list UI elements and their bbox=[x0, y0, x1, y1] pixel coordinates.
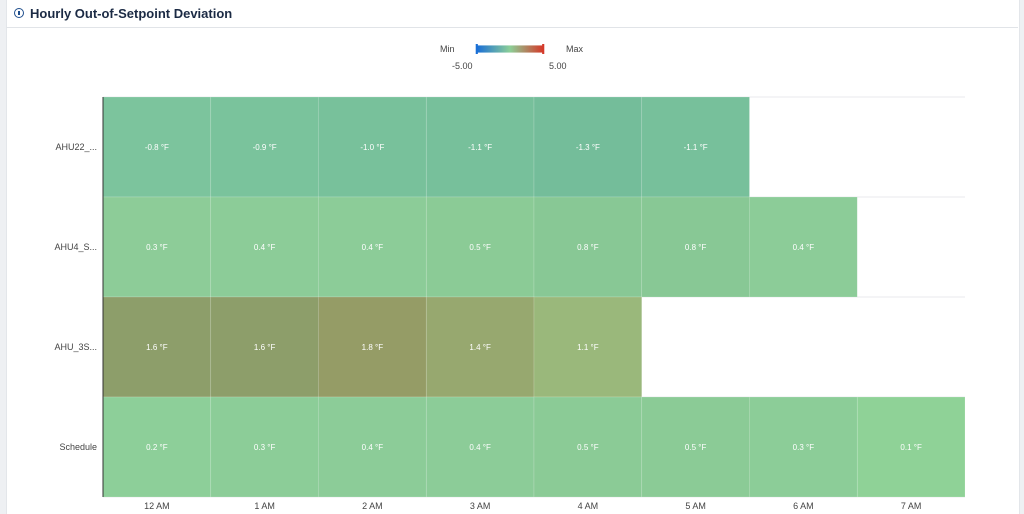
heatmap-cell[interactable] bbox=[210, 96, 319, 198]
cell-value-label: -1.1 °F bbox=[468, 143, 492, 152]
y-tick-label: Schedule bbox=[59, 442, 97, 452]
heatmap-cell[interactable] bbox=[533, 396, 643, 498]
heatmap-cell[interactable] bbox=[641, 96, 750, 198]
heatmap-cell[interactable] bbox=[425, 296, 535, 398]
heatmap-cell[interactable] bbox=[533, 96, 643, 198]
x-tick-label: 3 AM bbox=[470, 501, 491, 511]
y-tick-label: AHU_3S... bbox=[54, 342, 97, 352]
cell-value-label: -0.9 °F bbox=[253, 143, 277, 152]
heatmap-cell[interactable] bbox=[856, 396, 966, 498]
cell-value-label: 0.4 °F bbox=[254, 243, 276, 252]
x-tick-label: 7 AM bbox=[901, 501, 922, 511]
legend-max-value: 5.00 bbox=[549, 61, 567, 71]
cell-value-label: 0.5 °F bbox=[685, 443, 707, 452]
cell-value-label: 0.8 °F bbox=[685, 243, 707, 252]
cell-value-label: 0.3 °F bbox=[254, 443, 276, 452]
heatmap-cell[interactable] bbox=[425, 196, 535, 298]
legend-max-label: Max bbox=[566, 44, 584, 54]
legend-min-handle[interactable] bbox=[475, 44, 478, 54]
heatmap-cell[interactable] bbox=[425, 396, 535, 498]
cell-value-label: -1.0 °F bbox=[360, 143, 384, 152]
cell-value-label: 1.8 °F bbox=[362, 343, 384, 352]
heatmap-cell[interactable] bbox=[318, 96, 427, 198]
heatmap-cell[interactable] bbox=[749, 396, 858, 498]
cell-value-label: 0.2 °F bbox=[146, 443, 168, 452]
heatmap-cell[interactable] bbox=[210, 296, 319, 398]
cell-value-label: 1.4 °F bbox=[469, 343, 491, 352]
heatmap-cell[interactable] bbox=[102, 96, 212, 198]
y-tick-label: AHU22_... bbox=[55, 142, 97, 152]
heatmap-cell[interactable] bbox=[318, 296, 427, 398]
cell-value-label: -1.1 °F bbox=[684, 143, 708, 152]
cell-value-label: 1.6 °F bbox=[254, 343, 276, 352]
heatmap-cell[interactable] bbox=[210, 196, 319, 298]
cell-value-label: 1.1 °F bbox=[577, 343, 599, 352]
heatmap-cell[interactable] bbox=[533, 196, 643, 298]
heatmap-cell[interactable] bbox=[425, 96, 535, 198]
cell-value-label: 0.5 °F bbox=[469, 243, 491, 252]
legend-max-handle[interactable] bbox=[542, 44, 545, 54]
widget-header: Hourly Out-of-Setpoint Deviation bbox=[14, 4, 232, 22]
cell-value-label: 0.3 °F bbox=[146, 243, 168, 252]
legend-min-value: -5.00 bbox=[452, 61, 473, 71]
widget-title: Hourly Out-of-Setpoint Deviation bbox=[30, 5, 233, 21]
legend-min-label: Min bbox=[440, 44, 455, 54]
cell-value-label: 0.4 °F bbox=[793, 243, 815, 252]
cell-value-label: 0.4 °F bbox=[362, 243, 384, 252]
heatmap-cell[interactable] bbox=[749, 196, 858, 298]
x-tick-label: 2 AM bbox=[362, 501, 383, 511]
heatmap-cell[interactable] bbox=[641, 396, 750, 498]
info-icon[interactable] bbox=[14, 8, 24, 18]
cell-value-label: 0.3 °F bbox=[793, 443, 815, 452]
heatmap-cell[interactable] bbox=[318, 196, 427, 298]
color-legend: Min Max -5.00 5.00 bbox=[440, 42, 590, 72]
legend-gradient bbox=[477, 45, 543, 53]
legend-gradient-bar[interactable] bbox=[462, 44, 558, 54]
header-divider bbox=[6, 27, 1018, 28]
heatmap-cell[interactable] bbox=[318, 396, 427, 498]
x-tick-label: 6 AM bbox=[793, 501, 814, 511]
x-tick-label: 4 AM bbox=[578, 501, 599, 511]
cell-value-label: 0.8 °F bbox=[577, 243, 599, 252]
x-tick-label: 1 AM bbox=[254, 501, 275, 511]
cell-value-label: 0.4 °F bbox=[469, 443, 491, 452]
heatmap-cell[interactable] bbox=[102, 396, 212, 498]
y-tick-label: AHU4_S... bbox=[54, 242, 97, 252]
cell-value-label: 0.4 °F bbox=[362, 443, 384, 452]
x-tick-label: 12 AM bbox=[144, 501, 170, 511]
cell-value-label: 1.6 °F bbox=[146, 343, 168, 352]
cell-value-label: 0.5 °F bbox=[577, 443, 599, 452]
cell-value-label: -0.8 °F bbox=[145, 143, 169, 152]
heatmap-cell[interactable] bbox=[641, 196, 750, 298]
x-tick-label: 5 AM bbox=[685, 501, 706, 511]
heatmap-cell[interactable] bbox=[533, 296, 643, 398]
cell-value-label: 0.1 °F bbox=[900, 443, 922, 452]
cell-value-label: -1.3 °F bbox=[576, 143, 600, 152]
